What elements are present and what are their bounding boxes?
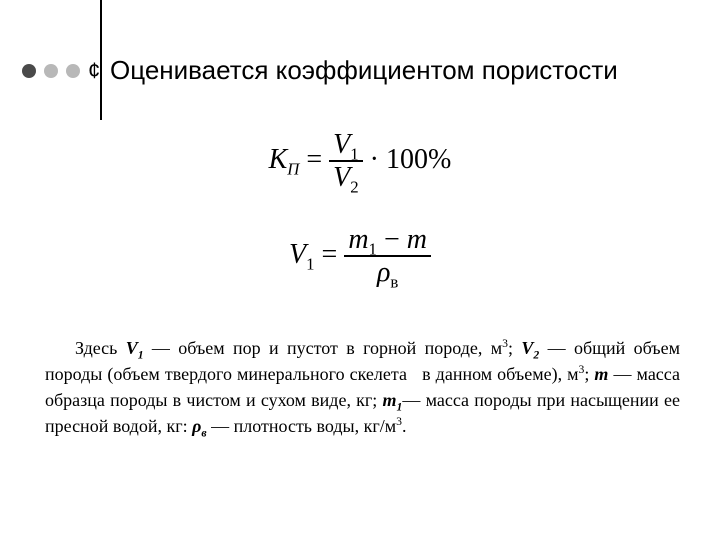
dot-icon [22,64,36,78]
bullet-icon: ¢ [88,60,100,82]
dot-icon [44,64,58,78]
vertical-divider [100,0,102,120]
dot-icon [66,64,80,78]
formula-pore-volume: V1 = m1 − mρв [0,225,720,288]
bullet-decorations: ¢ [22,60,100,82]
formula-porosity-coefficient: КП = V1V2 · 100% [0,130,720,193]
slide-heading: Оценивается коэффициентом пористости [110,55,618,86]
explanation-paragraph: Здесь V1 — объем пор и пустот в горной п… [45,335,680,439]
